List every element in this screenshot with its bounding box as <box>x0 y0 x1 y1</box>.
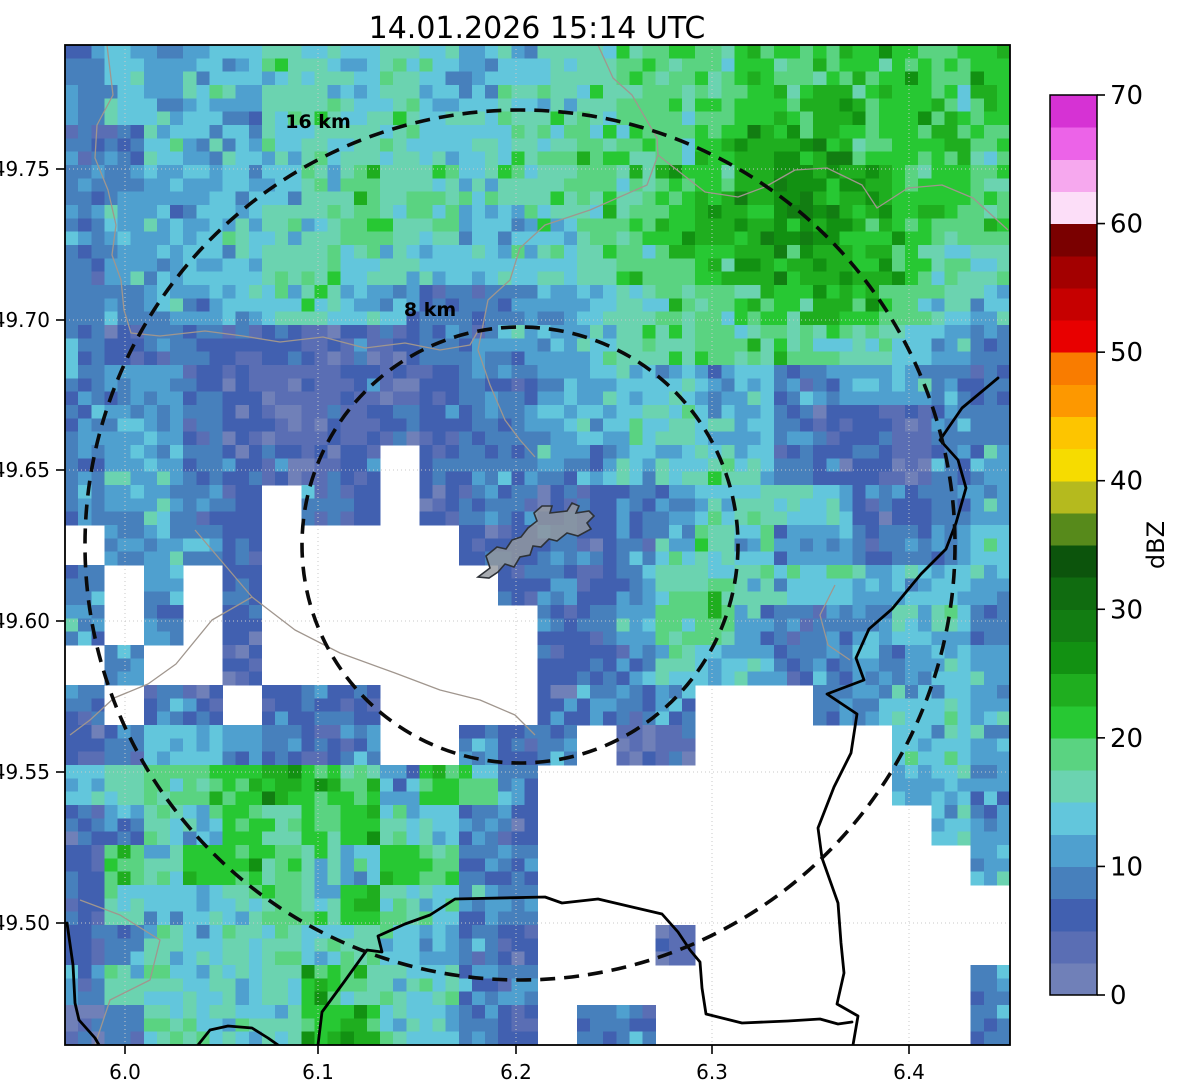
range-ring-label-8km: 8 km <box>404 299 456 321</box>
colorbar-axis-label: dBZ <box>1142 521 1170 569</box>
colorbar-tick-label: 0 <box>1110 981 1127 1011</box>
colorbar-tick-label: 60 <box>1110 210 1143 240</box>
colorbar-tick-label: 30 <box>1110 595 1143 625</box>
radar-pixel-field <box>65 45 1010 1045</box>
colorbar-tick-label: 40 <box>1110 467 1143 497</box>
plot-title: 14.01.2026 15:14 UTC <box>369 11 706 46</box>
range-rings <box>83 108 957 982</box>
admin-border-lines <box>69 45 1009 1045</box>
range-ring-label-16km: 16 km <box>285 111 351 133</box>
map-plot-area: 8 km 16 km 6.06.16.26.36.4 49.7549.7049.… <box>0 44 1011 1084</box>
colorbar-tick-label: 50 <box>1110 338 1143 368</box>
x-tick-label: 6.2 <box>500 1060 532 1084</box>
y-tick-label: 49.65 <box>0 458 50 482</box>
colorbar-tick-label: 10 <box>1110 852 1143 882</box>
country-border-lines <box>65 376 1000 1045</box>
x-tick-label: 6.1 <box>302 1060 334 1084</box>
y-tick-label: 49.60 <box>0 609 50 633</box>
x-axis: 6.0 6.1 6.2 6.3 6.4 <box>109 1045 925 1084</box>
y-tick-label: 49.70 <box>0 308 50 332</box>
y-axis: 49.75 49.70 49.65 49.60 49.55 49.50 <box>0 157 65 935</box>
colorbar-tick-label: 20 <box>1110 724 1143 754</box>
x-tick-label: 6.3 <box>696 1060 728 1084</box>
city-polygon <box>475 501 596 579</box>
y-tick-label: 49.50 <box>0 911 50 935</box>
colorbar: 0 10 20 30 40 50 60 70 <box>1049 81 1143 1011</box>
x-tick-label: 6.0 <box>109 1060 141 1084</box>
colorbar-tick-label: 70 <box>1110 81 1143 111</box>
plot-frame <box>64 44 1011 1046</box>
y-tick-label: 49.55 <box>0 760 50 784</box>
y-tick-label: 49.75 <box>0 157 50 181</box>
x-tick-label: 6.4 <box>893 1060 925 1084</box>
